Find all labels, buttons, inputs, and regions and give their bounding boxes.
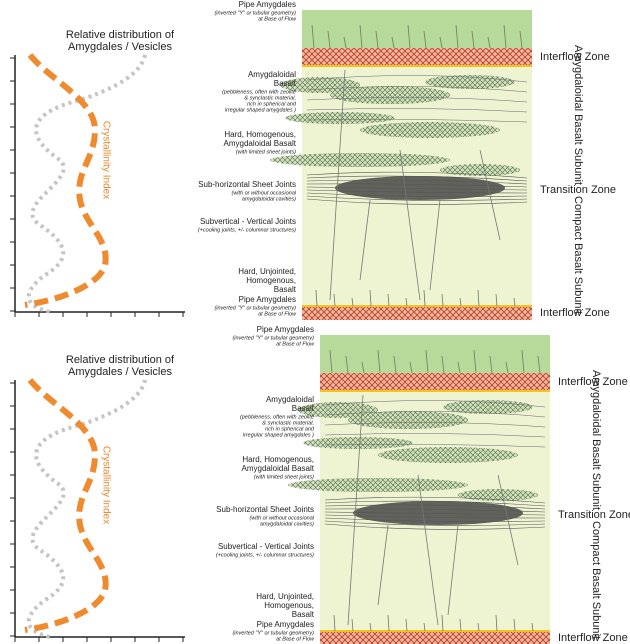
layer-title: Pipe Amygdales — [239, 0, 296, 9]
layer-title: Subvertical - Vertical Joints — [218, 542, 314, 551]
layer-title: Homogenous, — [264, 601, 314, 610]
interflow-layer — [320, 631, 550, 644]
layer-note: amygdaloidal cavities) — [260, 521, 314, 527]
amygdale-curve — [29, 55, 145, 312]
crystallinity-curve — [25, 55, 106, 305]
figure: Relative distribution ofAmygdales / Vesi… — [0, 0, 630, 644]
layer-title: Amygdaloidal Basalt — [224, 139, 297, 148]
layer-title: Pipe Amygdales — [257, 325, 314, 334]
subunit-label: Amygdaloidal Basalt Subunit — [590, 370, 602, 510]
layer-note: (+cooling joints, +/- columnar structure… — [216, 552, 314, 558]
amygdale-curve — [29, 380, 145, 637]
graph-title: Amygdales / Vesicles — [68, 41, 172, 53]
amygdale-band — [330, 86, 450, 104]
soil-layer — [320, 335, 550, 373]
graph-title: Amygdales / Vesicles — [68, 366, 172, 378]
layer-title: Hard, Homogenous, — [242, 455, 314, 464]
layer-note: at Base of Flow — [276, 341, 315, 347]
interflow-layer — [302, 48, 532, 66]
layer-note: (with limited sheet joints) — [236, 149, 296, 155]
layer-title: Pipe Amygdales — [257, 620, 314, 629]
zone-label: Transition Zone — [540, 184, 616, 196]
layer-note: at Base of Flow — [258, 16, 297, 22]
layer-title: Amygdaloidal — [248, 70, 296, 79]
interflow-layer — [302, 306, 532, 320]
layer-title: Sub-horizontal Sheet Joints — [198, 180, 296, 189]
crystallinity-curve — [25, 380, 106, 630]
amygdale-band — [440, 164, 520, 176]
amygdale-band — [360, 122, 500, 138]
layer-title: Subvertical - Vertical Joints — [200, 217, 296, 226]
amygdale-band — [378, 447, 518, 463]
amygdale-band — [288, 478, 468, 492]
interflow-layer — [320, 373, 550, 391]
layer-note: at Base of Flow — [276, 636, 315, 642]
soil-layer — [302, 10, 532, 48]
subunit-label: Compact Basalt Subunit — [590, 521, 602, 639]
layer-title: Basalt — [292, 404, 315, 413]
curve-label: Crystallinity Index — [100, 446, 111, 524]
subunit-label: Amygdaloidal Basalt Subunit — [572, 45, 584, 185]
curve-label: Crystallinity Index — [100, 121, 111, 199]
column — [270, 10, 532, 320]
amygdale-band — [348, 411, 468, 429]
layer-title: Basalt — [274, 79, 297, 88]
layer-title: Basalt — [292, 610, 315, 619]
amygdale-band — [270, 153, 450, 167]
layer-note: irregular shaped amygdales ) — [243, 432, 314, 438]
layer-title: Basalt — [274, 285, 297, 294]
amygdale-band — [303, 437, 413, 449]
layer-title: Hard, Unjointed, — [256, 592, 314, 601]
layer-note: amygdaloidal cavities) — [242, 196, 296, 202]
layer-note: irregular shaped amygdales ) — [225, 107, 296, 113]
layer-note: (+cooling joints, +/- columnar structure… — [198, 227, 296, 233]
column — [288, 335, 550, 644]
layer-title: Sub-horizontal Sheet Joints — [216, 505, 314, 514]
amygdale-band — [458, 489, 538, 501]
layer-title: Homogenous, — [246, 276, 296, 285]
subunit-label: Compact Basalt Subunit — [572, 196, 584, 314]
layer-title: Hard, Homogenous, — [224, 130, 296, 139]
amygdale-band — [285, 112, 395, 124]
layer-note: at Base of Flow — [258, 311, 297, 317]
graph-title: Relative distribution of — [66, 29, 175, 41]
zone-label: Transition Zone — [558, 509, 630, 521]
layer-title: Hard, Unjointed, — [238, 267, 296, 276]
layer-title: Amygdaloidal Basalt — [242, 464, 315, 473]
layer-note: (with limited sheet joints) — [254, 474, 314, 480]
layer-title: Amygdaloidal — [266, 395, 314, 404]
graph-title: Relative distribution of — [66, 354, 175, 366]
layer-title: Pipe Amygdales — [239, 295, 296, 304]
